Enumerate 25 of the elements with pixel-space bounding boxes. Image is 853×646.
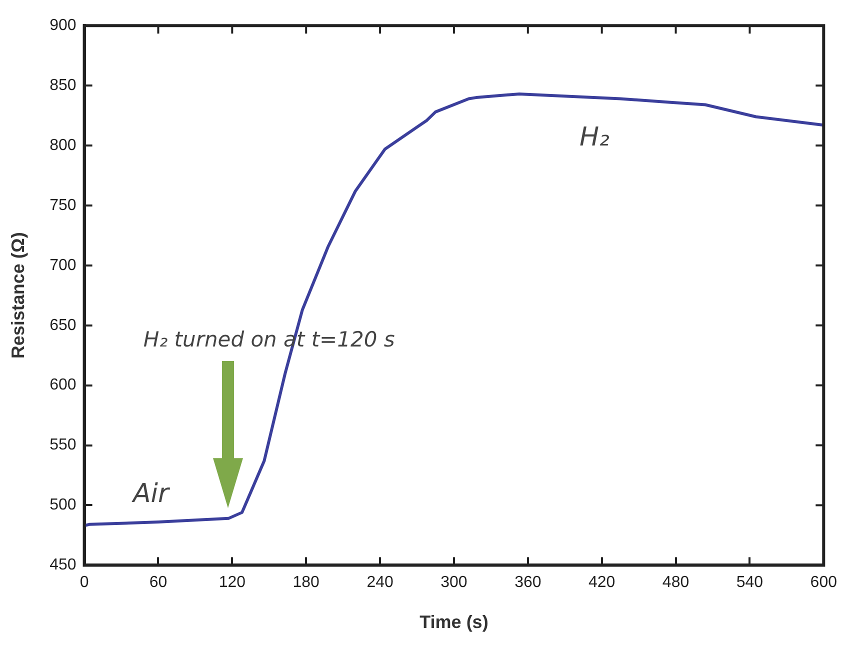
x-tick-label: 300 [440,574,468,592]
x-tick-label: 360 [514,574,542,592]
y-tick-label: 450 [50,556,76,574]
y-tick-label: 850 [50,76,76,94]
x-tick-label: 0 [80,574,89,592]
annotation: Air [130,478,171,509]
y-tick-label: 600 [50,376,76,394]
y-tick-label: 650 [50,316,76,334]
y-tick-label: 750 [50,196,76,214]
y-tick-label: 500 [50,496,76,514]
y-tick-label: 900 [50,17,76,34]
x-tick-label: 540 [736,574,764,592]
x-tick-label: 120 [218,574,246,592]
x-tick-label: 420 [588,574,616,592]
x-tick-label: 60 [149,574,168,592]
y-tick-label: 800 [50,136,76,154]
y-tick-label: 550 [50,436,76,454]
x-tick-label: 600 [810,574,838,592]
x-tick-label: 180 [292,574,320,592]
x-axis-title: Time (s) [420,612,488,632]
x-tick-label: 480 [662,574,690,592]
x-tick-label: 240 [366,574,394,592]
y-tick-label: 700 [50,256,76,274]
annotation: H₂ [579,122,610,153]
y-axis-title: Resistance (Ω) [8,232,28,359]
